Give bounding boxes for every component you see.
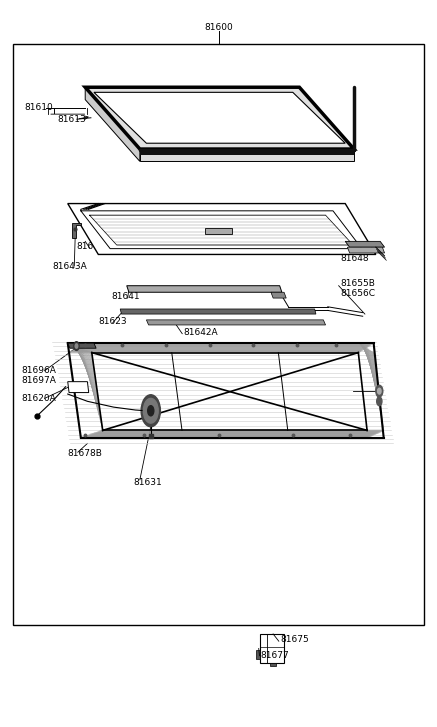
Polygon shape — [85, 87, 140, 161]
Text: 81696A: 81696A — [21, 366, 56, 375]
Polygon shape — [127, 286, 282, 292]
Polygon shape — [260, 634, 284, 663]
Polygon shape — [270, 663, 276, 666]
Text: 81677: 81677 — [260, 651, 289, 660]
Text: 81623: 81623 — [98, 317, 127, 326]
Bar — [13, 44, 424, 625]
Polygon shape — [94, 92, 345, 143]
Text: 81641: 81641 — [111, 292, 140, 301]
Text: 81600: 81600 — [204, 23, 233, 32]
Text: 81690: 81690 — [354, 395, 383, 404]
Text: 81675: 81675 — [281, 635, 309, 644]
Text: 81648: 81648 — [340, 254, 369, 263]
Polygon shape — [85, 87, 354, 149]
Text: 81642A: 81642A — [184, 328, 218, 337]
Text: 81689: 81689 — [354, 385, 383, 394]
Polygon shape — [256, 650, 260, 659]
Text: 81647: 81647 — [340, 244, 369, 253]
Polygon shape — [72, 223, 81, 238]
Polygon shape — [347, 247, 385, 253]
Polygon shape — [68, 204, 376, 254]
Text: 81656C: 81656C — [340, 289, 375, 298]
Polygon shape — [68, 382, 89, 393]
Polygon shape — [120, 309, 316, 314]
Text: 81678B: 81678B — [68, 449, 103, 458]
Polygon shape — [205, 228, 232, 234]
Circle shape — [74, 342, 79, 350]
Text: 81621B: 81621B — [257, 214, 291, 222]
Polygon shape — [345, 241, 385, 247]
Polygon shape — [68, 343, 96, 348]
Text: 81666: 81666 — [76, 242, 105, 251]
Circle shape — [141, 395, 160, 427]
Circle shape — [143, 398, 158, 423]
Circle shape — [376, 385, 383, 397]
Text: 81697A: 81697A — [21, 377, 56, 385]
Text: 81610: 81610 — [24, 103, 53, 112]
Text: 81631: 81631 — [133, 478, 162, 486]
Polygon shape — [271, 292, 286, 298]
Polygon shape — [52, 342, 393, 443]
Circle shape — [378, 388, 381, 394]
Polygon shape — [140, 149, 354, 161]
Text: 81643A: 81643A — [52, 262, 87, 271]
Text: 81655B: 81655B — [340, 279, 375, 288]
Circle shape — [377, 397, 382, 406]
Text: 81620A: 81620A — [21, 394, 56, 403]
Circle shape — [148, 406, 154, 416]
Polygon shape — [146, 320, 326, 325]
Text: 81613: 81613 — [58, 115, 87, 124]
Polygon shape — [140, 149, 354, 155]
Circle shape — [75, 344, 78, 348]
